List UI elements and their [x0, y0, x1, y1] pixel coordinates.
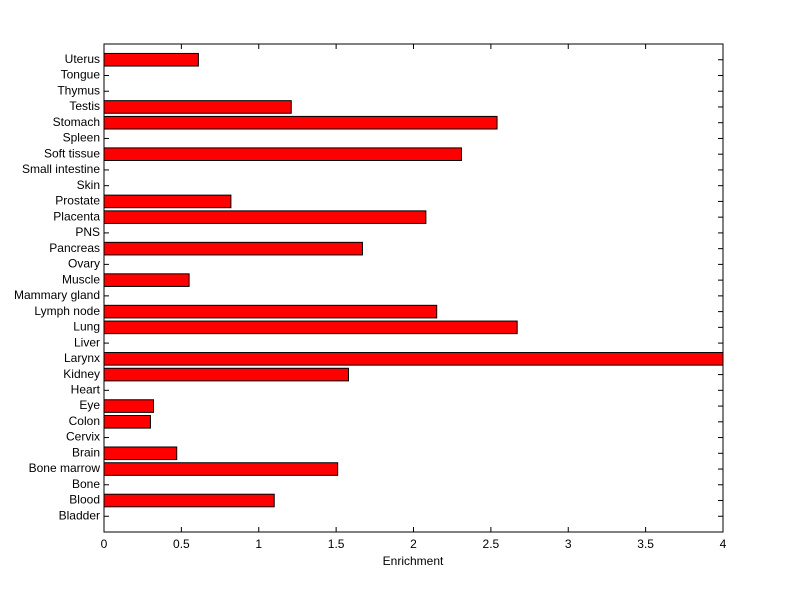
- y-tick-label: Soft tissue: [44, 146, 100, 160]
- y-tick-label: Lung: [73, 320, 100, 334]
- x-tick-label: 3: [565, 537, 572, 551]
- y-tick-label: PNS: [75, 225, 100, 239]
- y-tick-label: Bladder: [59, 508, 100, 522]
- bar: [103, 273, 190, 287]
- y-tick-label: Thymus: [57, 83, 100, 97]
- y-tick-label: Heart: [71, 382, 101, 396]
- x-tick-label: 4: [720, 537, 727, 551]
- bar: [103, 210, 427, 224]
- y-tick-label: Mammary gland: [14, 288, 100, 302]
- x-axis-label: Enrichment: [383, 554, 444, 568]
- y-tick-label: Ovary: [68, 257, 100, 271]
- bar: [103, 304, 438, 319]
- y-tick-label: Stomach: [53, 115, 100, 129]
- bar: [103, 493, 275, 508]
- y-tick-label: Tongue: [61, 68, 101, 82]
- y-tick-label: Bone marrow: [29, 461, 101, 475]
- y-tick-label: Kidney: [63, 367, 100, 381]
- y-tick-label: Liver: [74, 335, 100, 349]
- y-tick-label: Eye: [79, 398, 100, 412]
- x-tick-label: 1: [255, 537, 262, 551]
- y-tick-label: Brain: [72, 445, 100, 459]
- y-tick-label: Larynx: [64, 351, 100, 365]
- y-tick-label: Muscle: [62, 272, 100, 286]
- x-tick-label: 1.5: [328, 537, 345, 551]
- bar: [103, 399, 155, 413]
- y-tick-label: Testis: [69, 99, 100, 113]
- y-tick-label: Prostate: [55, 194, 100, 208]
- y-tick-label: Pancreas: [49, 241, 100, 255]
- bar: [103, 52, 199, 67]
- bar: [103, 415, 151, 429]
- y-tick-label: Cervix: [66, 430, 100, 444]
- bar: [103, 147, 462, 161]
- plot-frame: [103, 43, 724, 533]
- bar: [103, 320, 518, 335]
- bar: [103, 462, 339, 476]
- bar: [103, 367, 350, 382]
- y-tick-label: Blood: [69, 493, 100, 507]
- y-tick-label: Skin: [77, 178, 100, 192]
- y-tick-label: Uterus: [65, 52, 100, 66]
- y-tick-label: Placenta: [53, 209, 100, 223]
- x-tick-label: 0: [101, 537, 108, 551]
- bar: [103, 100, 292, 114]
- bar: [103, 241, 363, 256]
- x-tick-label: 2.5: [483, 537, 500, 551]
- bar: [103, 446, 178, 461]
- x-tick-label: 2: [410, 537, 417, 551]
- bar: [103, 115, 498, 130]
- y-tick-label: Bone: [72, 477, 100, 491]
- bar: [103, 352, 724, 366]
- y-tick-label: Lymph node: [34, 304, 100, 318]
- y-tick-label: Spleen: [63, 131, 100, 145]
- x-tick-label: 3.5: [637, 537, 654, 551]
- bar: [103, 194, 232, 209]
- x-tick-label: 0.5: [173, 537, 190, 551]
- y-tick-label: Colon: [69, 414, 100, 428]
- y-tick-label: Small intestine: [22, 162, 100, 176]
